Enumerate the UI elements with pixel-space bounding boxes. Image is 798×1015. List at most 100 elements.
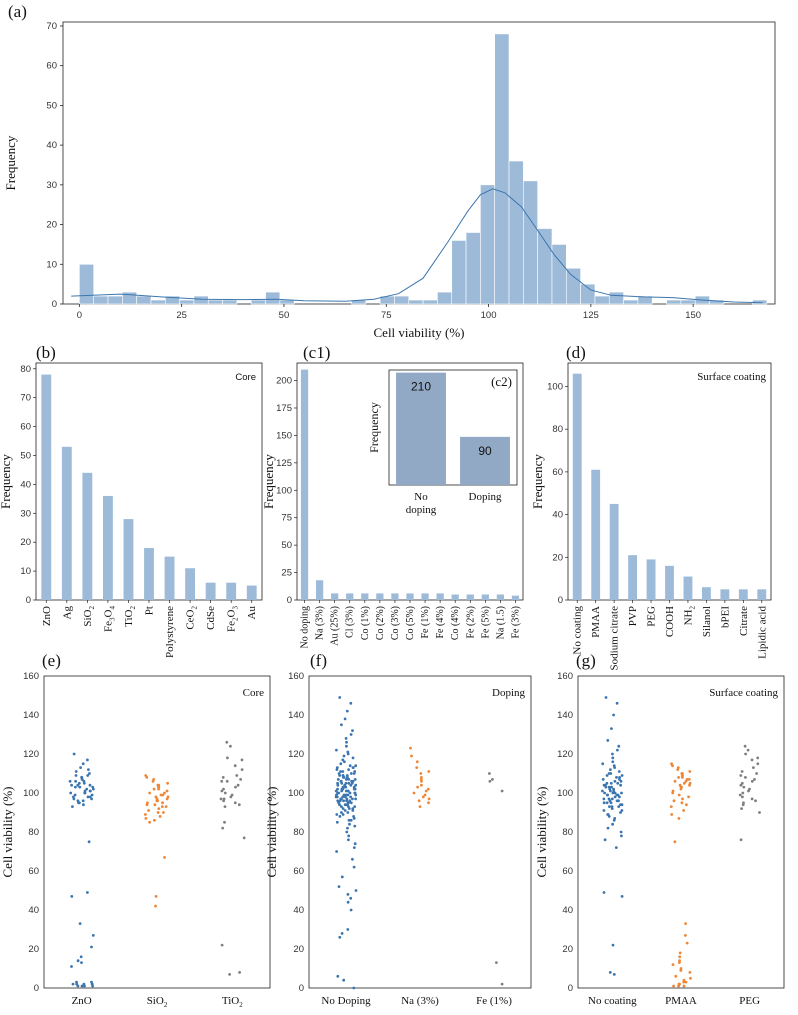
histogram-bar xyxy=(250,299,266,305)
scatter-point xyxy=(145,803,149,807)
bar xyxy=(144,547,154,600)
scatter-point xyxy=(346,793,350,797)
scatter-point xyxy=(672,799,676,803)
scatter-point xyxy=(242,836,246,840)
bar xyxy=(738,589,748,600)
scatter-point xyxy=(87,768,90,771)
y-tick-label: 40 xyxy=(293,905,304,916)
x-tick-label-base: No Doping xyxy=(321,995,371,1007)
scatter-point xyxy=(613,766,616,769)
x-tick-label: ZnO xyxy=(72,995,92,1007)
bar xyxy=(205,582,216,600)
scatter-point xyxy=(352,865,356,869)
scatter-point xyxy=(74,779,77,783)
scatter-point xyxy=(235,774,239,777)
bar xyxy=(757,589,767,600)
inset-value-label: 90 xyxy=(478,444,492,458)
scatter-point xyxy=(673,840,677,844)
scatter-point xyxy=(223,805,227,808)
x-tick-label-base: Cl (3%) xyxy=(345,606,356,638)
scatter-point xyxy=(602,797,606,801)
bar xyxy=(331,593,339,600)
scatter-point xyxy=(70,895,74,898)
scatter-point xyxy=(347,838,350,842)
scatter-point xyxy=(335,813,339,816)
scatter-point xyxy=(79,955,83,959)
histogram-bar xyxy=(394,295,410,305)
scatter-point xyxy=(740,770,744,773)
y-tick-label: 20 xyxy=(562,944,573,955)
scatter-point xyxy=(605,774,609,777)
y-tick-label: 150 xyxy=(276,430,292,441)
x-tick-label-base: Fe (1%) xyxy=(420,606,431,639)
y-tick-label: 80 xyxy=(28,827,39,838)
x-tick-label-base: Polystyrene xyxy=(164,606,176,658)
y-tick-label: 60 xyxy=(562,866,573,877)
y-tick-label: 20 xyxy=(28,944,39,955)
y-tick-label: 50 xyxy=(46,100,57,111)
scatter-point xyxy=(352,817,356,820)
scatter-point xyxy=(619,783,622,787)
histogram-bar xyxy=(451,240,467,305)
scatter-point xyxy=(673,779,677,783)
x-tick-label: 125 xyxy=(583,310,599,321)
scatter-point xyxy=(420,779,423,783)
scatter-point xyxy=(488,772,491,775)
scatter-point xyxy=(341,770,345,773)
y-tick-label: 40 xyxy=(552,510,563,521)
scatter-point xyxy=(618,778,621,781)
scatter-point xyxy=(229,795,233,799)
scatter-point xyxy=(81,762,85,766)
scatter-point xyxy=(223,820,226,824)
histogram-bar xyxy=(623,299,639,305)
scatter-point xyxy=(87,840,91,844)
scatter-point xyxy=(346,928,350,931)
y-tick-label: 100 xyxy=(288,788,304,799)
y-tick-label: 100 xyxy=(547,381,563,392)
inset-x-label: Doping xyxy=(469,491,503,503)
y-tick-label: 40 xyxy=(20,479,31,490)
x-tick-label: No coating xyxy=(572,606,584,655)
x-tick-label: Silanol xyxy=(701,606,713,637)
x-tick-label-base: PEG xyxy=(646,606,658,627)
bar xyxy=(376,593,384,600)
scatter-point xyxy=(619,830,623,834)
scatter-point xyxy=(345,803,348,807)
histogram-bar xyxy=(279,299,295,305)
scatter-point xyxy=(353,805,357,808)
x-tick-label: TiO2 xyxy=(222,995,243,1009)
scatter-point xyxy=(684,922,687,925)
x-tick-label: No Doping xyxy=(321,995,371,1007)
scatter-point xyxy=(342,978,346,982)
y-tick-label: 40 xyxy=(46,140,57,151)
scatter-point xyxy=(354,889,358,892)
y-tick-label: 120 xyxy=(557,749,573,760)
scatter-point xyxy=(344,737,348,740)
bar xyxy=(391,593,399,600)
scatter-point xyxy=(70,783,73,787)
scatter-point xyxy=(163,791,166,795)
scatter-point xyxy=(85,787,89,791)
scatter-point xyxy=(72,752,76,756)
panel-label: (f) xyxy=(310,651,327,670)
panel-label: (a) xyxy=(8,2,27,21)
x-tick-label-base: SiO xyxy=(147,995,164,1007)
bar xyxy=(683,576,693,600)
x-tick-label-base: SiO xyxy=(82,609,94,626)
x-tick-label: Ag xyxy=(61,606,73,620)
y-tick-label: 140 xyxy=(557,710,573,721)
x-tick-label: COOH xyxy=(664,606,676,637)
scatter-point xyxy=(238,971,242,974)
histogram-bar xyxy=(93,295,109,305)
scatter-point xyxy=(74,774,78,777)
y-tick-label: 40 xyxy=(28,905,39,916)
histogram-bar xyxy=(594,295,610,305)
scatter-point xyxy=(613,795,617,799)
scatter-point xyxy=(346,900,350,904)
scatter-point xyxy=(619,811,622,814)
scatter-point xyxy=(354,793,358,797)
x-tick-label-base: COOH xyxy=(664,606,676,637)
x-tick-label: Lipidic acid xyxy=(756,606,768,659)
bar xyxy=(406,593,414,600)
scatter-point xyxy=(688,770,692,773)
